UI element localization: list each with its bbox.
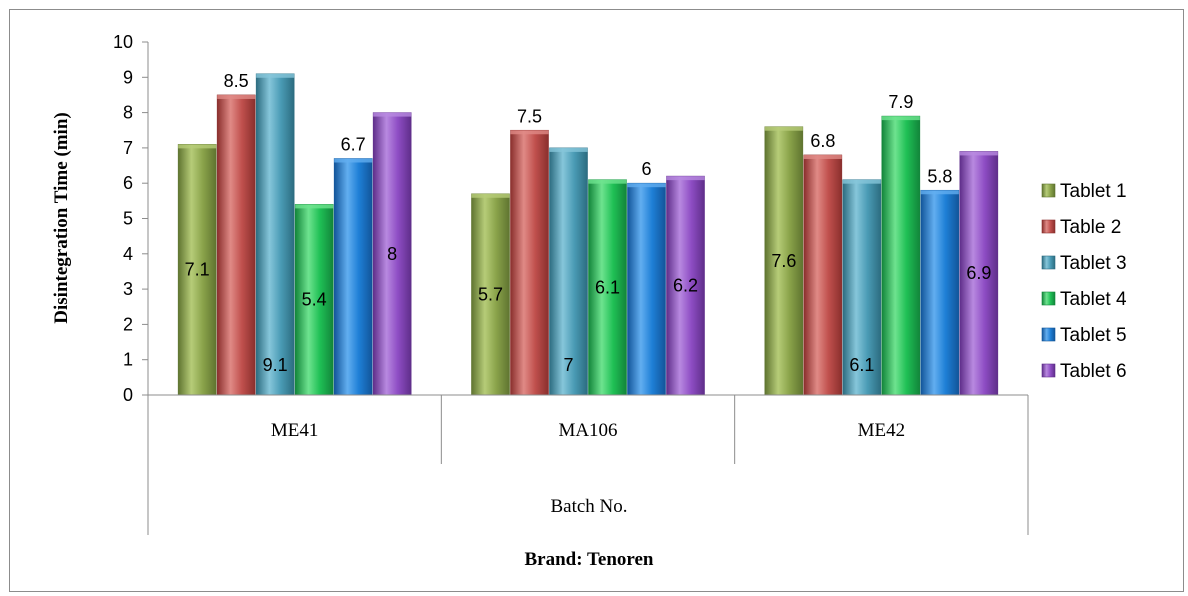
data-label: 7.9	[888, 92, 913, 112]
bar-top-highlight	[920, 190, 959, 195]
bar-top-highlight	[588, 179, 627, 184]
bar-top-highlight	[627, 183, 666, 188]
bar-tablet-1-me42	[764, 126, 804, 396]
data-label: 6.9	[966, 263, 991, 283]
legend-label: Tablet 4	[1060, 289, 1127, 310]
bar-tablet-3-me42	[842, 179, 882, 396]
bar-top-highlight	[549, 147, 588, 152]
data-label: 9.1	[263, 355, 288, 375]
bar-top-highlight	[764, 126, 803, 131]
bar-table-2-me41	[216, 94, 256, 396]
brand-label: Brand: Tenoren	[525, 549, 654, 570]
y-tick-label: 3	[123, 279, 133, 299]
category-labels: ME41 MA106 ME42	[271, 420, 905, 441]
y-tick-label: 6	[123, 173, 133, 193]
data-label: 5.7	[478, 284, 503, 304]
bar-top-highlight	[256, 73, 295, 78]
legend-swatch	[1041, 219, 1056, 234]
y-tick-label: 2	[123, 314, 133, 334]
bar-table-2-ma106	[510, 129, 549, 396]
legend-label: Tablet 3	[1060, 253, 1127, 274]
legend-swatch	[1041, 255, 1056, 270]
data-label: 7.6	[771, 251, 796, 271]
data-label: 6	[641, 159, 651, 179]
y-tick-label: 8	[123, 103, 133, 123]
data-label: 7.5	[517, 106, 542, 126]
legend-swatch	[1041, 291, 1056, 306]
data-label: 6.8	[810, 131, 835, 151]
y-tick-label: 0	[123, 385, 133, 405]
bar-top-highlight	[373, 112, 412, 117]
axes	[147, 42, 1029, 535]
bar-tablet-4-me41	[294, 204, 334, 396]
bar-tablet-4-ma106	[588, 179, 627, 396]
legend-label: Tablet 5	[1060, 325, 1127, 346]
y-tick-label: 1	[123, 350, 133, 370]
y-tick-label: 9	[123, 67, 133, 87]
bar-top-highlight	[666, 176, 705, 181]
legend: Tablet 1 Table 2 Tablet 3 Tablet 4 Tablet 5 T…	[1041, 181, 1127, 382]
bar-tablet-3-me41	[255, 73, 295, 396]
category-label: ME42	[858, 420, 906, 441]
data-labels: 7.1 8.5 9.1 5.4 6.7 8 5.7 7.5 7 6.1 6 6.2 7.6 6.8 6.1 7…	[185, 71, 992, 375]
bar-tablet-1-me41	[177, 144, 217, 396]
data-label: 6.2	[673, 276, 698, 296]
bar-top-highlight	[803, 154, 842, 159]
data-label: 6.7	[341, 134, 366, 154]
bar-top-highlight	[881, 116, 920, 121]
bar-tablet-1-ma106	[471, 193, 510, 396]
bar-top-highlight	[842, 179, 881, 184]
data-label: 6.1	[595, 277, 620, 297]
legend-swatch	[1041, 363, 1056, 378]
y-tick-label: 7	[123, 138, 133, 158]
y-tick-label: 10	[113, 32, 133, 52]
category-label: MA106	[558, 420, 617, 441]
y-axis-ticks: 0 1 2 3 4 5 6 7 8 9 10	[113, 32, 148, 405]
bar-tablet-6-ma106	[666, 175, 705, 396]
data-label: 7	[563, 355, 573, 375]
bars	[177, 73, 999, 396]
data-label: 7.1	[185, 260, 210, 280]
bar-top-highlight	[217, 94, 256, 99]
bar-tablet-5-ma106	[627, 182, 666, 396]
y-tick-label: 4	[123, 244, 133, 264]
legend-swatch	[1041, 183, 1056, 198]
bar-tablet-5-me41	[333, 158, 373, 396]
bar-top-highlight	[959, 151, 998, 156]
legend-swatch	[1041, 327, 1056, 342]
data-label: 5.4	[302, 290, 327, 310]
data-label: 5.8	[927, 166, 952, 186]
data-label: 6.1	[849, 355, 874, 375]
bar-top-highlight	[295, 204, 334, 209]
x-axis-title: Batch No.	[550, 496, 627, 517]
bar-top-highlight	[334, 158, 373, 163]
bar-tablet-6-me41	[372, 112, 412, 396]
category-label: ME41	[271, 420, 319, 441]
legend-label: Table 2	[1060, 217, 1121, 238]
bar-table-2-me42	[803, 154, 843, 396]
legend-label: Tablet 1	[1060, 181, 1127, 202]
data-label: 8	[387, 244, 397, 264]
bar-tablet-6-me42	[959, 151, 999, 396]
legend-label: Tablet 6	[1060, 361, 1127, 382]
data-label: 8.5	[224, 71, 249, 91]
bar-top-highlight	[471, 193, 510, 198]
bar-tablet-5-me42	[920, 189, 960, 396]
bar-top-highlight	[510, 130, 549, 135]
y-axis-title: Disintegration Time (min)	[51, 112, 72, 323]
y-tick-label: 5	[123, 209, 133, 229]
bar-top-highlight	[178, 144, 217, 149]
bar-tablet-4-me42	[881, 115, 921, 396]
